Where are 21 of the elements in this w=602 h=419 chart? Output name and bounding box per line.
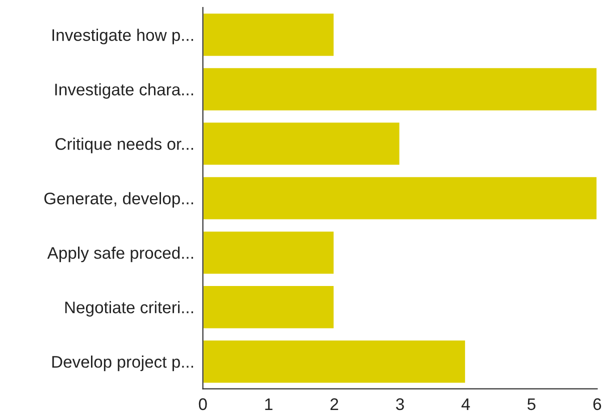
x-tick-label: 2 (330, 398, 338, 410)
bar (202, 339, 466, 384)
x-tick-label: 5 (528, 398, 536, 410)
y-tick-label: Investigate how p... (52, 28, 194, 44)
x-tick-label: 4 (461, 398, 470, 410)
bar (202, 66, 598, 112)
bar (202, 12, 336, 58)
x-tick-label: 1 (265, 398, 272, 410)
y-tick-label: Critique needs or... (56, 138, 194, 154)
y-tick-label: Generate, develop... (44, 192, 194, 208)
x-tick-label: 0 (198, 398, 207, 410)
x-tick-label: 3 (396, 398, 404, 410)
y-tick-label: Develop project p... (52, 356, 194, 372)
bar (202, 121, 401, 166)
bar (202, 284, 336, 330)
bar (202, 176, 598, 221)
y-tick-label: Investigate chara... (55, 83, 194, 99)
bar (202, 230, 336, 276)
y-tick-label: Apply safe proced... (47, 246, 194, 262)
y-tick-label: Negotiate criteri... (65, 301, 194, 317)
x-tick-label: 6 (593, 398, 602, 410)
